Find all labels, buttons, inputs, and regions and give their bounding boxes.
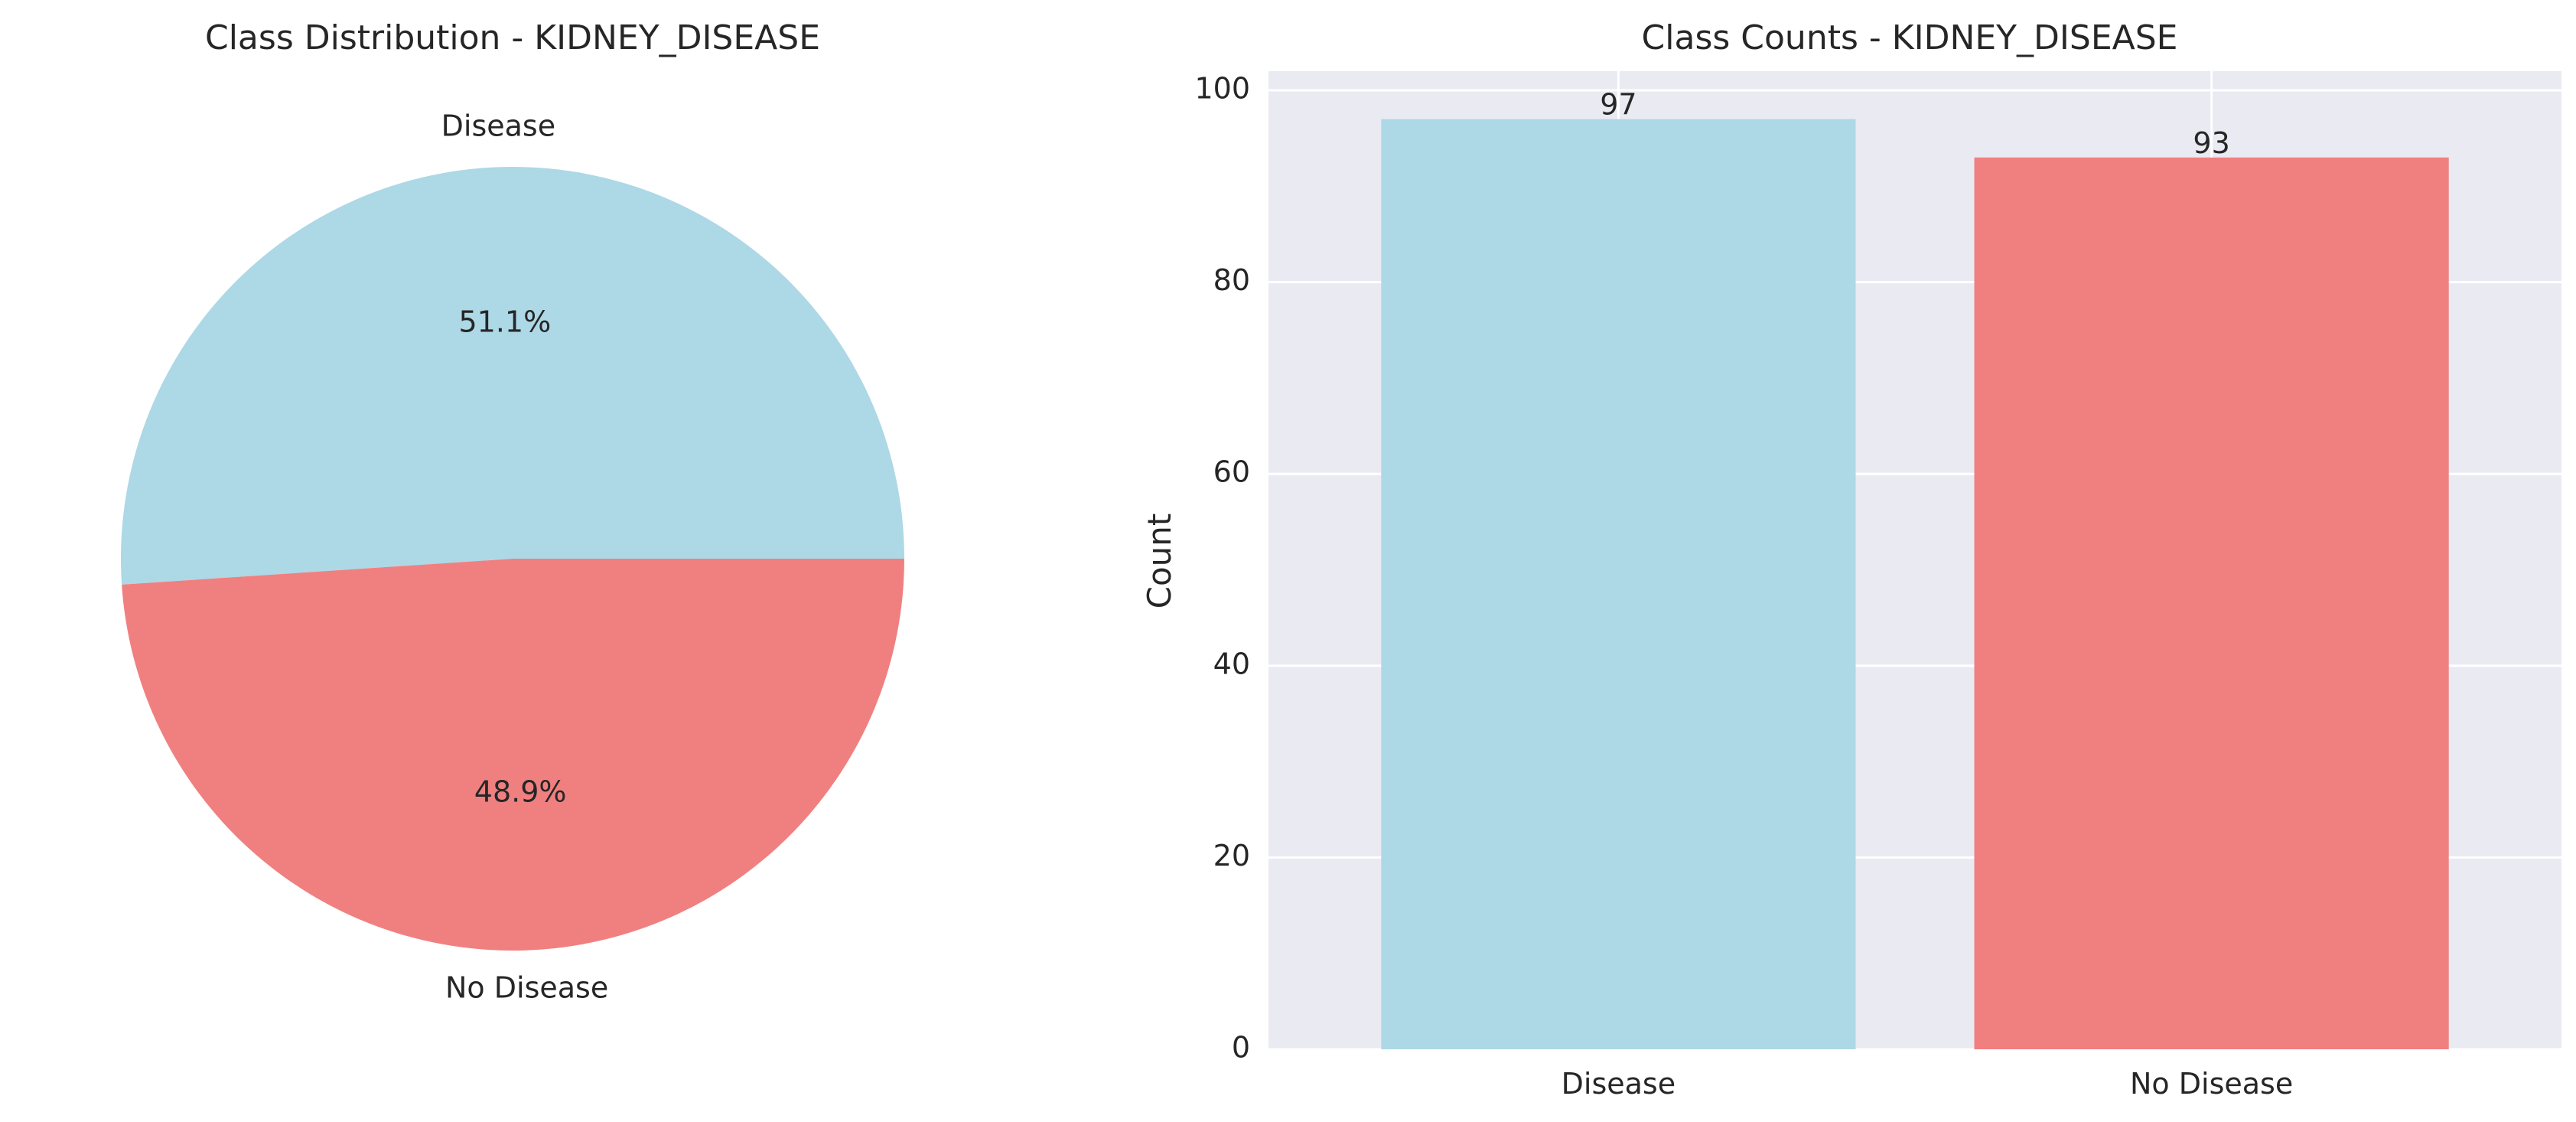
y-tick-label-100: 100 xyxy=(1194,72,1250,106)
pie-percent-disease: 51.1% xyxy=(458,305,551,338)
bar-value-labels: 97 93 xyxy=(1600,88,2230,160)
y-tick-label-0: 0 xyxy=(1232,1031,1250,1065)
bar-value-label-no-disease: 93 xyxy=(2193,126,2229,160)
x-tick-label-no-disease: No Disease xyxy=(2130,1067,2293,1101)
pie-percent-no-disease: 48.9% xyxy=(474,775,567,809)
y-tick-label-60: 60 xyxy=(1213,455,1250,489)
x-tick-label-disease: Disease xyxy=(1562,1067,1676,1101)
bar-no-disease xyxy=(1974,157,2449,1050)
bar-disease xyxy=(1381,119,1856,1049)
bar-value-label-disease: 97 xyxy=(1600,88,1636,122)
bar-chart-panel: Class Counts - KIDNEY_DISEASE 0 20 40 60 80 1… xyxy=(1141,18,2561,1101)
pie-label-no-disease: No Disease xyxy=(445,970,608,1004)
pie-label-disease: Disease xyxy=(441,109,555,143)
pie-chart-panel: Class Distribution - KIDNEY_DISEASE Dise… xyxy=(121,18,905,1005)
y-axis-label: Count xyxy=(1141,514,1178,609)
pie-slices xyxy=(121,167,905,951)
pie-labels: Disease 51.1% No Disease 48.9% xyxy=(441,109,609,1005)
y-tick-label-20: 20 xyxy=(1213,839,1250,872)
y-tick-label-80: 80 xyxy=(1213,263,1250,297)
pie-chart-title: Class Distribution - KIDNEY_DISEASE xyxy=(205,18,820,57)
bars xyxy=(1381,119,2449,1050)
x-tick-labels: Disease No Disease xyxy=(1562,1067,2294,1101)
pie-slice-no-disease xyxy=(122,559,905,951)
y-tick-labels: 0 20 40 60 80 100 xyxy=(1194,72,1250,1065)
bar-chart-title: Class Counts - KIDNEY_DISEASE xyxy=(1642,18,2178,57)
y-tick-label-40: 40 xyxy=(1213,647,1250,680)
pie-slice-disease xyxy=(121,167,904,585)
